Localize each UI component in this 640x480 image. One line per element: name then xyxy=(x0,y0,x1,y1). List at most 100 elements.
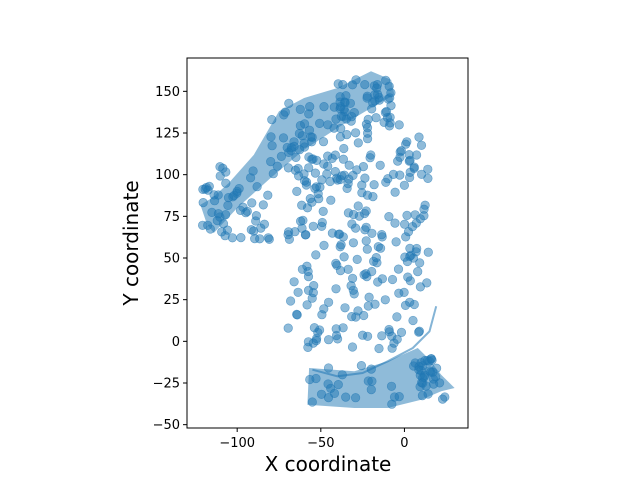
data-point xyxy=(369,180,379,190)
data-point xyxy=(371,113,381,123)
data-point xyxy=(300,230,311,240)
data-point xyxy=(348,238,359,248)
data-point xyxy=(386,100,396,111)
data-point xyxy=(263,190,273,200)
data-point xyxy=(351,312,361,322)
data-point xyxy=(337,370,347,380)
data-point xyxy=(388,169,399,179)
data-point xyxy=(402,137,412,147)
data-point xyxy=(203,185,213,195)
data-point xyxy=(247,198,257,208)
data-point xyxy=(389,338,399,348)
data-point xyxy=(340,303,350,313)
data-point xyxy=(359,270,369,280)
data-point xyxy=(375,160,385,170)
data-point xyxy=(358,330,368,340)
data-point xyxy=(336,102,346,112)
data-point xyxy=(317,217,327,228)
data-point xyxy=(336,111,347,121)
data-point xyxy=(268,169,278,179)
data-point xyxy=(364,292,374,302)
data-point xyxy=(310,168,321,178)
data-point xyxy=(356,361,367,371)
data-point xyxy=(367,104,377,114)
data-point xyxy=(429,379,439,389)
data-point xyxy=(318,206,328,216)
data-point xyxy=(329,123,339,133)
data-point xyxy=(258,200,268,210)
data-point xyxy=(283,163,294,173)
data-point xyxy=(339,143,349,154)
data-point xyxy=(384,121,395,131)
data-point xyxy=(362,244,372,254)
points-layer xyxy=(198,75,450,409)
data-point xyxy=(389,392,400,402)
data-point xyxy=(238,202,248,212)
data-point xyxy=(377,274,388,284)
data-point xyxy=(272,161,282,171)
data-point xyxy=(349,289,359,299)
data-point xyxy=(414,327,424,337)
data-point xyxy=(423,164,433,174)
data-point xyxy=(366,385,376,395)
data-point xyxy=(207,207,217,217)
data-point xyxy=(295,104,305,114)
data-point xyxy=(373,242,383,252)
data-point xyxy=(401,232,411,242)
data-point xyxy=(374,343,384,354)
data-point xyxy=(284,227,294,237)
data-point xyxy=(423,173,433,183)
data-point xyxy=(408,315,418,326)
data-point xyxy=(423,247,433,257)
data-point xyxy=(304,163,314,173)
data-point xyxy=(291,152,301,162)
data-point xyxy=(280,107,290,117)
data-point xyxy=(331,324,341,334)
data-point xyxy=(264,234,274,244)
data-point xyxy=(313,189,323,199)
y-tick-label: 125 xyxy=(155,127,180,142)
data-point xyxy=(317,175,327,185)
y-tick-label: 100 xyxy=(155,168,180,183)
data-point xyxy=(358,162,369,172)
data-point xyxy=(267,114,277,125)
data-point xyxy=(380,295,390,305)
data-point xyxy=(198,198,208,208)
data-point xyxy=(360,79,370,90)
data-point xyxy=(324,297,334,307)
data-point xyxy=(342,183,352,193)
data-point xyxy=(292,310,302,320)
data-point xyxy=(404,156,414,166)
data-point xyxy=(414,132,424,142)
data-point xyxy=(342,130,352,140)
y-tick-label: 0 xyxy=(172,335,180,350)
data-point xyxy=(297,200,307,210)
data-point xyxy=(362,123,373,133)
data-point xyxy=(399,180,410,190)
data-point xyxy=(347,219,357,229)
data-point xyxy=(331,284,341,294)
data-point xyxy=(295,120,306,131)
y-tick-label: 25 xyxy=(163,293,180,308)
data-point xyxy=(323,363,334,373)
data-point xyxy=(394,120,404,130)
data-point xyxy=(330,167,340,177)
data-point xyxy=(393,264,404,274)
data-point xyxy=(338,79,348,90)
y-tick-label: 75 xyxy=(163,210,180,225)
data-point xyxy=(304,152,314,162)
data-point xyxy=(417,391,428,401)
data-point xyxy=(367,376,377,386)
data-point xyxy=(400,219,410,229)
data-point xyxy=(341,392,351,402)
data-point xyxy=(381,75,391,85)
data-point xyxy=(215,171,225,181)
data-point xyxy=(366,150,376,160)
data-point xyxy=(419,372,429,382)
data-point xyxy=(374,95,385,105)
y-tick-label: −50 xyxy=(153,418,180,433)
data-point xyxy=(391,237,401,247)
data-point xyxy=(311,250,321,260)
data-point xyxy=(249,226,259,236)
data-point xyxy=(306,132,316,142)
